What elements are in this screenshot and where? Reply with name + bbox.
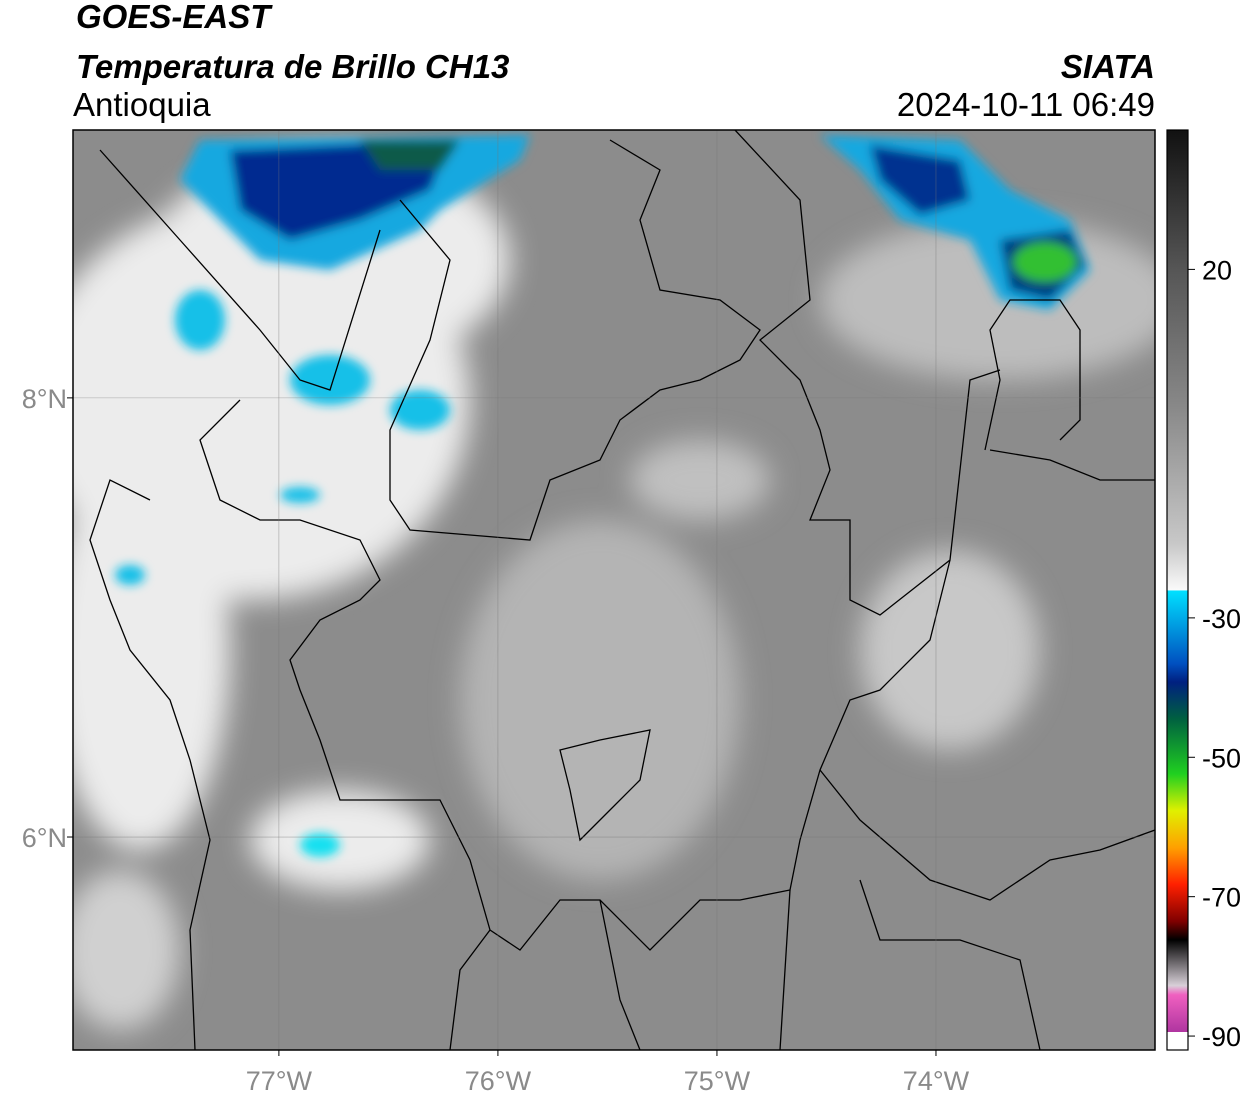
- y-tick-label: 6°N: [22, 823, 67, 853]
- agency: SIATA: [1061, 48, 1155, 85]
- map-frame: [72, 129, 1156, 1051]
- colorbar-label: 20: [1202, 255, 1232, 285]
- region: Antioquia: [73, 86, 211, 123]
- colorbar-label: -90: [1202, 1022, 1241, 1052]
- colorbar-frame: [1166, 129, 1189, 1051]
- satellite-image: [73, 130, 1155, 1050]
- x-tick-label: 77°W: [246, 1066, 313, 1096]
- title: GOES-EAST: [76, 0, 273, 35]
- datetime: 2024-10-11 06:49: [897, 86, 1155, 123]
- colorbar-label: -50: [1202, 743, 1241, 773]
- subtitle: Temperatura de Brillo CH13: [76, 48, 509, 85]
- graticule: [73, 130, 1155, 1050]
- colorbar-label: -70: [1202, 883, 1241, 913]
- colorbar-under: [1167, 1032, 1188, 1050]
- y-tick-label: 8°N: [22, 384, 67, 414]
- colorbar-label: -30: [1202, 604, 1241, 634]
- colorbar: [1167, 130, 1188, 1050]
- x-tick-label: 75°W: [684, 1066, 751, 1096]
- x-tick-label: 76°W: [465, 1066, 532, 1096]
- x-tick-label: 74°W: [903, 1066, 970, 1096]
